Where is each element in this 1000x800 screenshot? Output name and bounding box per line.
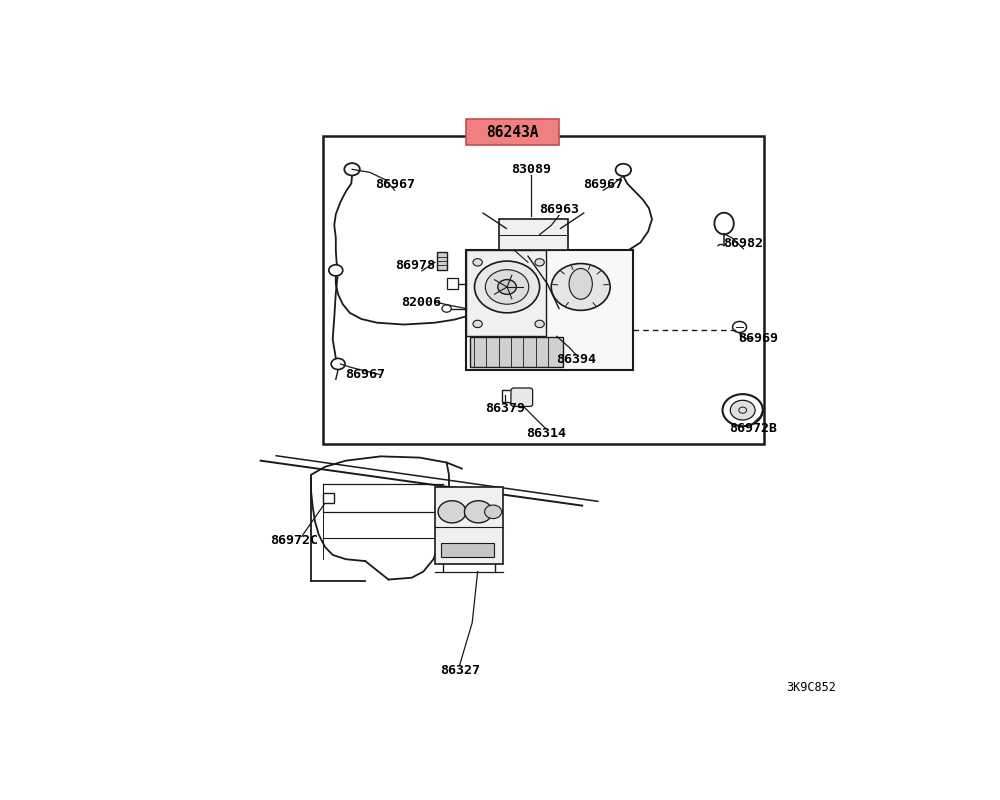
Ellipse shape (714, 213, 734, 234)
Circle shape (331, 358, 345, 370)
Text: 3K9C852: 3K9C852 (786, 681, 836, 694)
Text: 86969: 86969 (738, 332, 778, 346)
Text: 86327: 86327 (440, 664, 480, 677)
Text: 86982: 86982 (723, 238, 763, 250)
Text: 86963: 86963 (539, 203, 579, 217)
Text: 86394: 86394 (556, 353, 596, 366)
Circle shape (464, 501, 492, 523)
Circle shape (730, 400, 755, 420)
Text: 86972C: 86972C (270, 534, 318, 547)
Text: 86967: 86967 (345, 368, 385, 381)
FancyBboxPatch shape (511, 388, 533, 406)
Circle shape (329, 265, 343, 276)
Bar (447, 278, 458, 289)
Bar (466, 250, 633, 370)
Circle shape (733, 322, 747, 333)
Text: 86314: 86314 (526, 427, 566, 440)
Circle shape (475, 261, 540, 313)
Circle shape (485, 505, 502, 518)
Circle shape (442, 305, 451, 312)
FancyBboxPatch shape (466, 119, 559, 146)
Bar (435, 487, 503, 564)
Circle shape (723, 394, 763, 426)
Bar (502, 390, 515, 402)
Circle shape (438, 501, 466, 523)
Ellipse shape (569, 269, 592, 299)
Circle shape (616, 164, 631, 176)
Circle shape (473, 320, 482, 328)
Text: 83089: 83089 (511, 163, 551, 177)
Text: 82006: 82006 (401, 296, 441, 309)
Circle shape (498, 279, 516, 294)
Text: 86978: 86978 (396, 259, 436, 272)
Circle shape (344, 163, 360, 175)
Bar (466, 250, 546, 336)
Text: 86379: 86379 (485, 402, 525, 415)
Bar (323, 493, 334, 502)
Bar (470, 338, 563, 367)
Bar (441, 543, 494, 557)
Circle shape (535, 320, 544, 328)
Circle shape (473, 258, 482, 266)
Bar (437, 253, 447, 270)
Circle shape (551, 263, 610, 310)
Text: 86243A: 86243A (486, 125, 539, 140)
Circle shape (485, 270, 529, 304)
Circle shape (535, 258, 544, 266)
Bar (323, 136, 764, 444)
Text: 86967: 86967 (583, 178, 623, 191)
Text: 86967: 86967 (375, 178, 415, 191)
Bar (499, 219, 568, 250)
Text: 86972B: 86972B (729, 422, 777, 435)
